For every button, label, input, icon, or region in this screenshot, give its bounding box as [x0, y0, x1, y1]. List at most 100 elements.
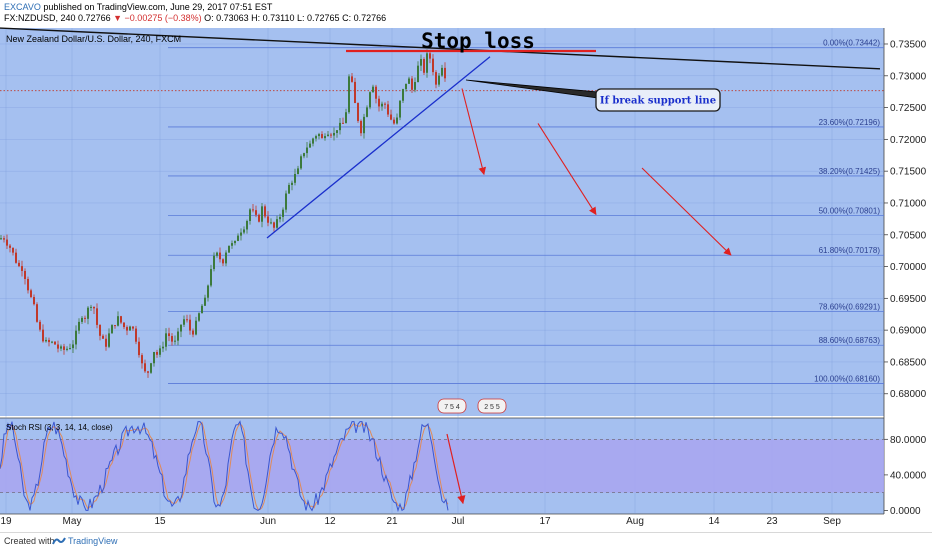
candle	[204, 294, 206, 306]
event-badge[interactable]: 2 5 5	[477, 398, 507, 414]
candle-body	[429, 53, 431, 59]
candle-body	[366, 107, 368, 117]
candle	[342, 117, 344, 124]
candle	[24, 268, 26, 285]
candle-body	[192, 330, 194, 335]
candle-body	[63, 346, 65, 350]
candle	[378, 95, 380, 112]
candle	[78, 318, 80, 334]
price-pane	[0, 28, 884, 416]
candle	[219, 247, 221, 263]
candle-body	[84, 317, 86, 319]
candle	[432, 54, 434, 76]
candle-body	[51, 341, 53, 343]
candle	[6, 234, 8, 249]
candle-body	[132, 326, 134, 329]
candle	[324, 133, 326, 141]
candle-body	[321, 134, 323, 139]
candle-body	[390, 114, 392, 120]
candle	[399, 100, 401, 121]
candle-body	[129, 326, 131, 331]
candle	[444, 62, 446, 82]
candle	[243, 226, 245, 235]
candle-body	[357, 103, 359, 121]
rsi-tick-label: 0.0000	[890, 506, 921, 517]
candle-body	[405, 83, 407, 90]
candle	[234, 240, 236, 246]
x-tick-label: Jul	[452, 516, 465, 527]
candle-body	[375, 86, 377, 99]
candle-body	[360, 120, 362, 134]
rsi-band	[0, 439, 884, 493]
x-tick-label: 23	[766, 516, 778, 527]
candle-body	[120, 316, 122, 323]
candle	[171, 333, 173, 346]
candle-body	[228, 245, 230, 253]
candle	[54, 341, 56, 345]
candle-body	[372, 86, 374, 93]
event-badge-box	[437, 398, 467, 414]
x-tick-label: 21	[386, 516, 398, 527]
candle-body	[6, 239, 8, 246]
candle-body	[165, 333, 167, 347]
candle	[246, 219, 248, 234]
candle-body	[417, 65, 419, 83]
candle-body	[33, 297, 35, 305]
candle	[168, 327, 170, 342]
candle	[321, 131, 323, 139]
candle	[93, 306, 95, 315]
y-tick-label: 0.70500	[890, 230, 927, 241]
rsi-tick-label: 80.0000	[890, 435, 927, 446]
candle	[123, 322, 125, 330]
candle-body	[42, 329, 44, 342]
candle	[396, 113, 398, 125]
candle-body	[36, 304, 38, 322]
y-tick-label: 0.71500	[890, 167, 927, 178]
price-axis-panel	[884, 0, 932, 532]
candle	[3, 235, 5, 243]
candle	[249, 208, 251, 225]
candle	[330, 132, 332, 138]
candle	[162, 341, 164, 353]
candle	[192, 328, 194, 338]
footer-bar: Created with TradingView	[0, 532, 932, 551]
candle-body	[381, 103, 383, 107]
candle-body	[414, 82, 416, 90]
candle	[384, 102, 386, 109]
publisher-name[interactable]: EXCAVO	[4, 2, 41, 12]
candle-body	[153, 351, 155, 364]
candle-body	[267, 216, 269, 223]
candle	[48, 337, 50, 347]
candle-body	[198, 313, 200, 321]
candle-body	[384, 103, 386, 105]
fib-level-label: 0.00%(0.73442)	[823, 39, 880, 48]
candle	[12, 247, 14, 256]
fib-level-label: 61.80%(0.70178)	[819, 246, 881, 255]
chart-canvas[interactable]: 19 May 15 Jun 12 21 Jul 17 Aug 14 23 Sep 0.68000 0.68…	[0, 0, 932, 532]
candle-body	[246, 221, 248, 230]
candle	[96, 303, 98, 329]
tradingview-link[interactable]: TradingView	[68, 536, 118, 546]
event-badge-label: 7 5 4	[444, 404, 460, 411]
candle	[141, 353, 143, 369]
fib-level-label: 38.20%(0.71425)	[819, 167, 881, 176]
candle-body	[57, 344, 59, 349]
candle-body	[234, 240, 236, 244]
candle-body	[162, 346, 164, 349]
candle-body	[315, 136, 317, 139]
candle	[81, 316, 83, 324]
candle-body	[423, 59, 425, 73]
fib-level-label: 88.60%(0.68763)	[819, 336, 881, 345]
x-tick-label: 17	[539, 516, 551, 527]
y-tick-label: 0.69000	[890, 326, 927, 337]
candle	[360, 119, 362, 137]
candle	[153, 351, 155, 367]
publish-text: published on TradingView.com, June 29, 2…	[43, 2, 273, 12]
candle	[177, 327, 179, 346]
candle	[117, 311, 119, 327]
candle-body	[225, 252, 227, 264]
event-badge[interactable]: 7 5 4	[437, 398, 467, 414]
candle-body	[87, 307, 89, 319]
candle-body	[411, 78, 413, 90]
candle-body	[138, 341, 140, 356]
